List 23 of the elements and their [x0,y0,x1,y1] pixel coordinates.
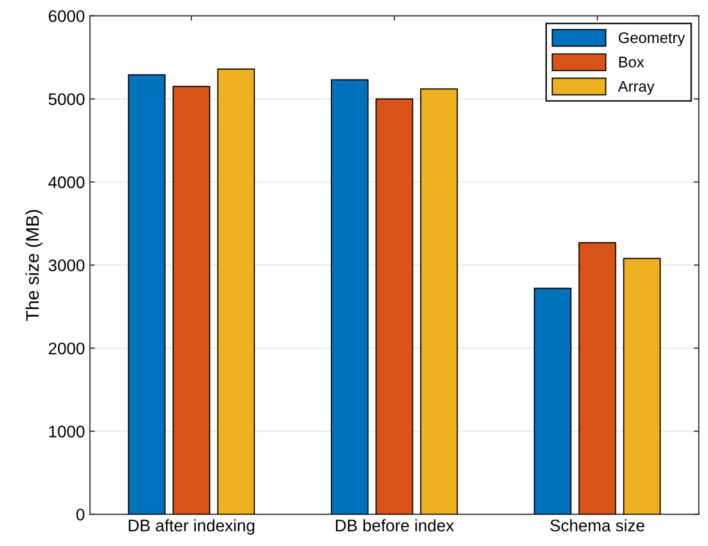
legend-label: Box [619,56,644,68]
x-tick-label: DB after indexing [128,519,254,535]
y-tick-label: 5000 [48,93,84,106]
y-tick-label: 2000 [48,342,84,354]
bar [534,288,572,514]
bar [172,86,210,514]
bar [330,79,369,514]
bar [128,74,166,514]
bar [623,258,661,514]
x-tick-label: Schema size [550,519,644,532]
y-tick-label: 6000 [48,10,84,22]
y-tick-label: 1000 [49,426,84,438]
legend-label: Geometry [618,32,686,46]
y-axis-title: The size (MB) [26,210,42,321]
y-tick-label: 0 [76,508,84,521]
bar [376,98,414,514]
legend-label: Array [618,81,654,95]
y-tick-label: 3000 [48,259,84,272]
bar [578,242,616,514]
y-tick-label: 4000 [48,176,84,188]
x-tick-label: DB before index [336,519,454,532]
bar [217,68,255,514]
bar [420,88,458,514]
